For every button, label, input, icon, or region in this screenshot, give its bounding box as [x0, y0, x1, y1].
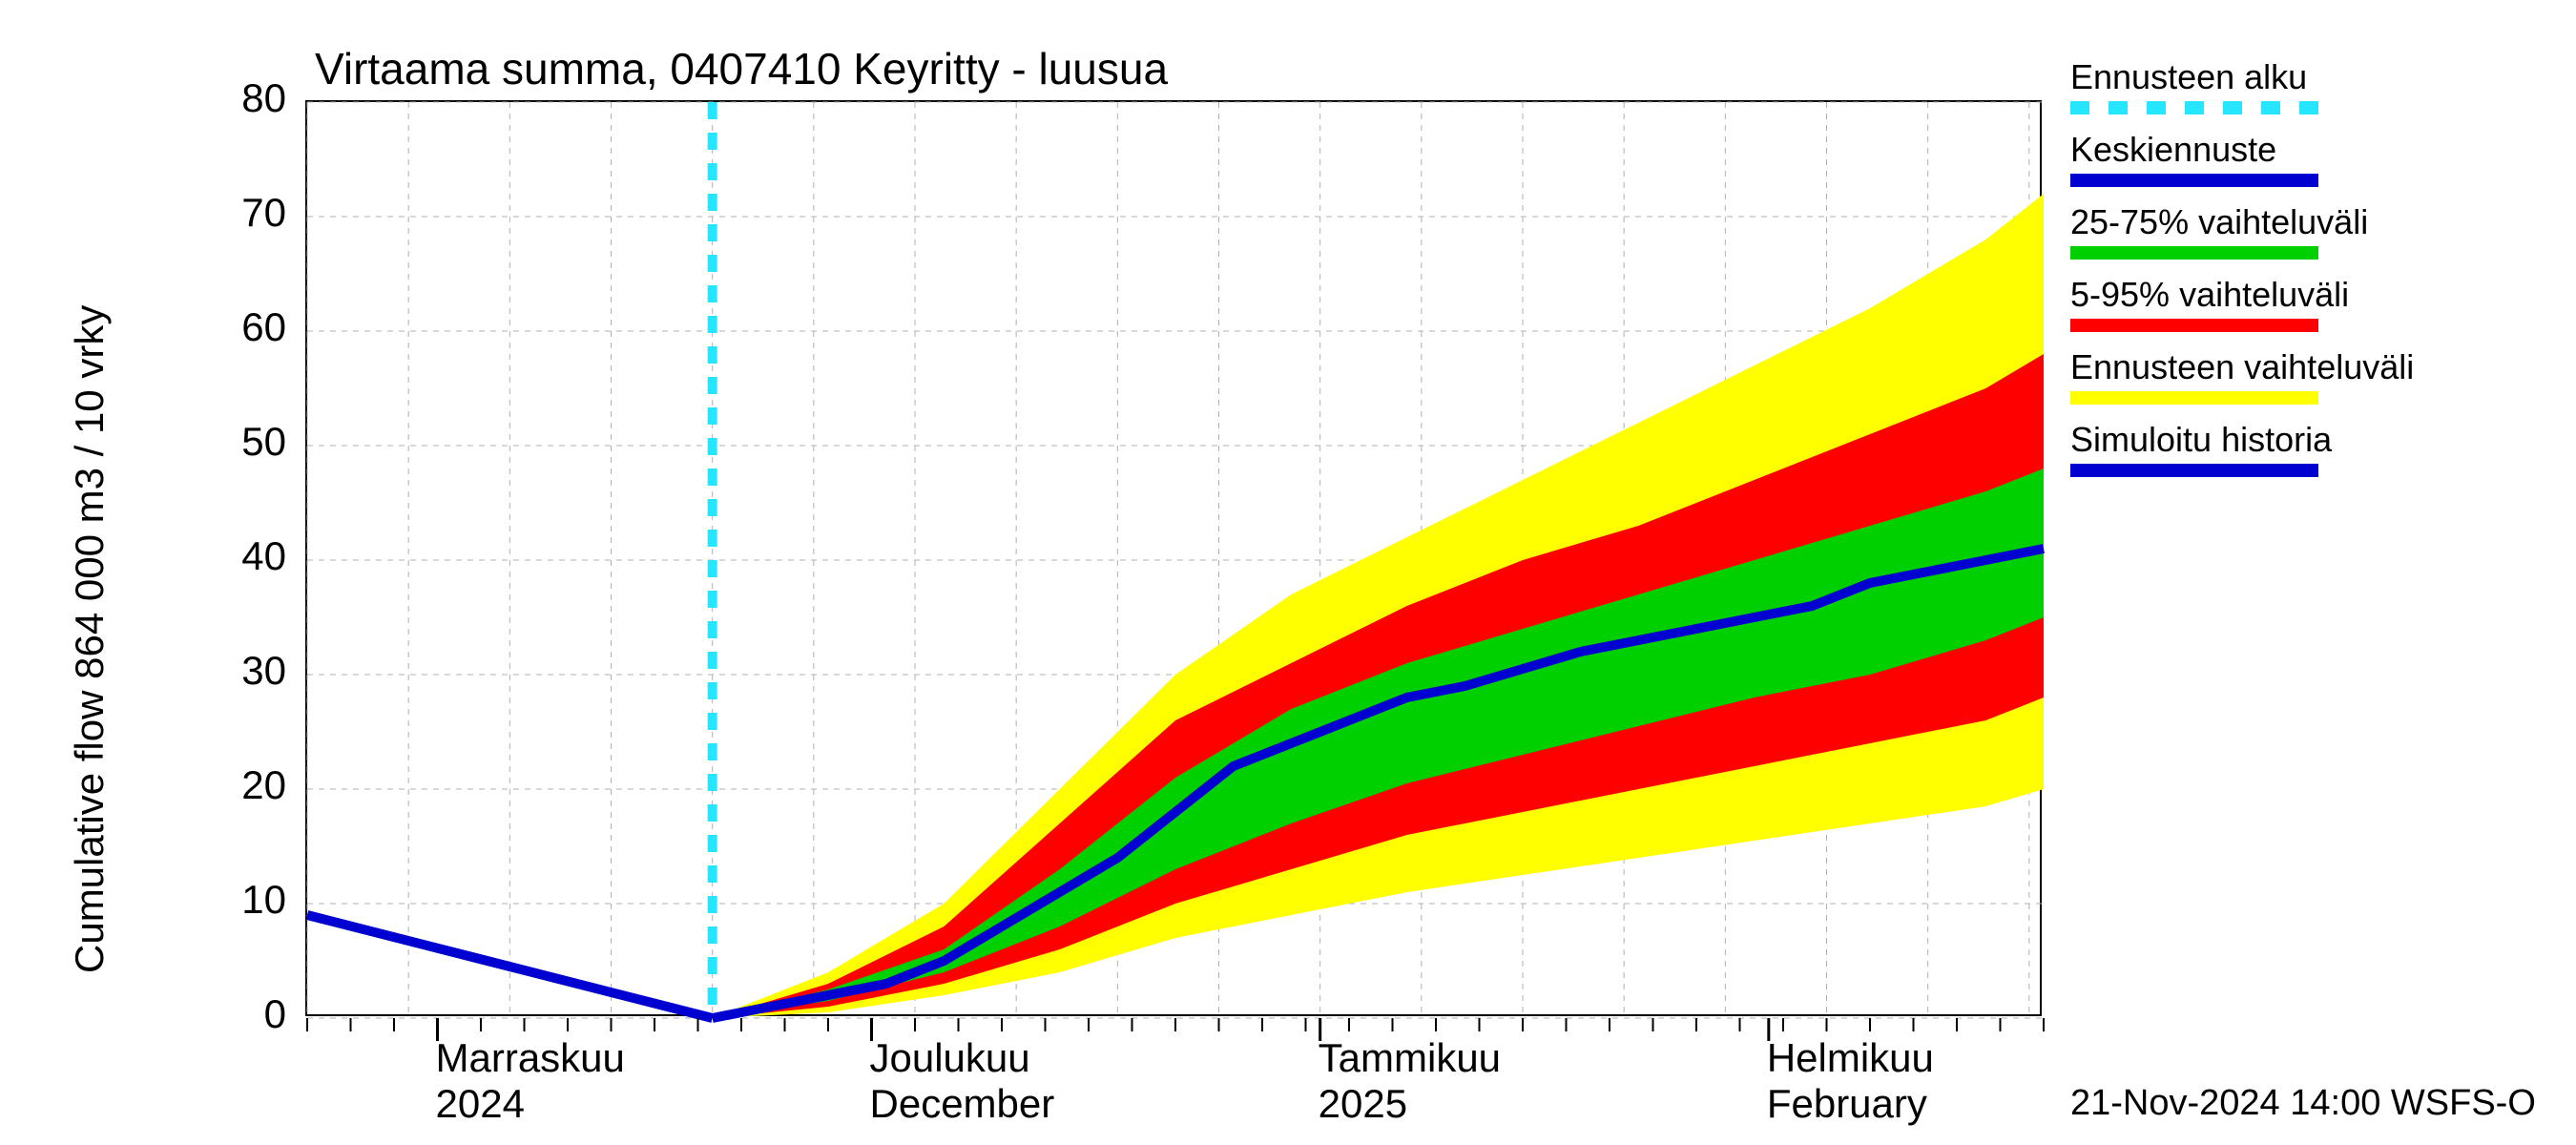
legend-label: 25-75% vaihteluväli [2070, 202, 2414, 242]
legend-label: 5-95% vaihteluväli [2070, 275, 2414, 315]
y-tick-label: 70 [200, 190, 286, 236]
legend-swatch [2070, 174, 2318, 187]
x-tick-label: Marraskuu2024 [436, 1035, 625, 1128]
y-tick-label: 40 [200, 533, 286, 579]
y-tick-label: 80 [200, 75, 286, 121]
y-axis-label: Cumulative flow 864 000 m3 / 10 vrky [67, 305, 113, 973]
x-tick-label: Tammikuu2025 [1319, 1035, 1501, 1128]
y-tick-label: 10 [200, 877, 286, 923]
y-tick-label: 30 [200, 648, 286, 694]
legend-label: Ennusteen vaihteluväli [2070, 347, 2414, 387]
y-tick-label: 0 [200, 991, 286, 1037]
y-tick-label: 20 [200, 762, 286, 808]
chart-title: Virtaama summa, 0407410 Keyritty - luusu… [315, 43, 1168, 94]
timestamp-label: 21-Nov-2024 14:00 WSFS-O [2070, 1083, 2536, 1124]
y-tick-label: 60 [200, 304, 286, 350]
legend: Ennusteen alku Keskiennuste 25-75% vaihtel… [2070, 57, 2414, 492]
legend-swatch [2070, 101, 2318, 114]
legend-swatch [2070, 464, 2318, 477]
plot-area [305, 100, 2042, 1016]
legend-label: Keskiennuste [2070, 130, 2414, 170]
y-tick-label: 50 [200, 419, 286, 465]
x-tick-label: JoulukuuDecember [870, 1035, 1055, 1128]
chart-container: Virtaama summa, 0407410 Keyritty - luusu… [0, 0, 2576, 1145]
legend-label: Simuloitu historia [2070, 420, 2414, 460]
legend-swatch [2070, 246, 2318, 260]
legend-swatch [2070, 391, 2318, 405]
x-tick-label: HelmikuuFebruary [1767, 1035, 1934, 1128]
legend-label: Ennusteen alku [2070, 57, 2414, 97]
legend-swatch [2070, 319, 2318, 332]
